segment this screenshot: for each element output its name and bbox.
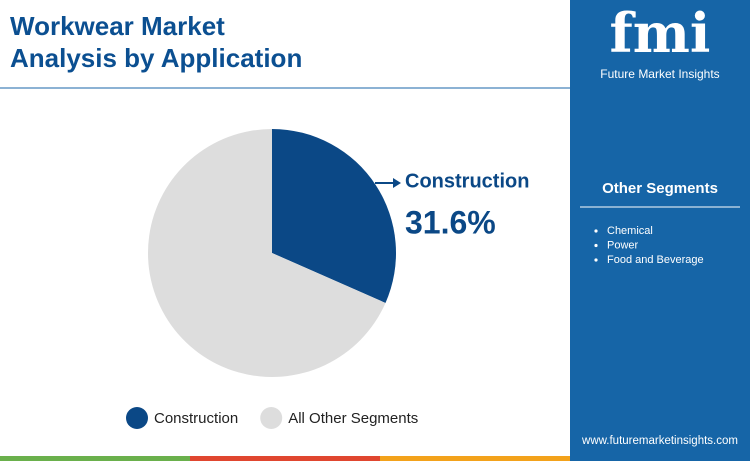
title-line: Workwear Market xyxy=(10,11,225,41)
bullet xyxy=(594,258,598,262)
color-strip xyxy=(190,456,380,461)
sidebar xyxy=(570,0,750,461)
legend-swatch xyxy=(126,407,148,429)
color-strip xyxy=(380,456,570,461)
pie-slice xyxy=(272,129,396,303)
logo-subtitle: Future Market Insights xyxy=(600,67,719,81)
segment-list: Chemical Power Food and Beverage xyxy=(594,225,704,266)
legend-label: All Other Segments xyxy=(288,410,418,427)
segment-item: Power xyxy=(607,239,639,251)
title-line: Analysis by Application xyxy=(10,43,302,73)
pie-chart: Construction 31.6% Construction All Other S… xyxy=(126,129,529,429)
bullet xyxy=(594,243,598,248)
sidebar-heading: Other Segments xyxy=(602,180,718,197)
logo: fmi xyxy=(610,1,711,65)
segment-item: Chemical xyxy=(607,225,653,237)
website: www.futuremarketinsights.com xyxy=(581,435,738,447)
bullet xyxy=(594,229,598,233)
legend-swatch xyxy=(260,407,283,429)
callout-label: Construction xyxy=(405,170,529,192)
color-strip xyxy=(0,456,190,461)
legend-label: Construction xyxy=(154,410,238,427)
segment-item: Food and Beverage xyxy=(607,254,704,266)
value-label: 31.6% xyxy=(405,204,496,240)
callout-arrowhead xyxy=(393,178,401,188)
pie-slice xyxy=(147,129,386,377)
